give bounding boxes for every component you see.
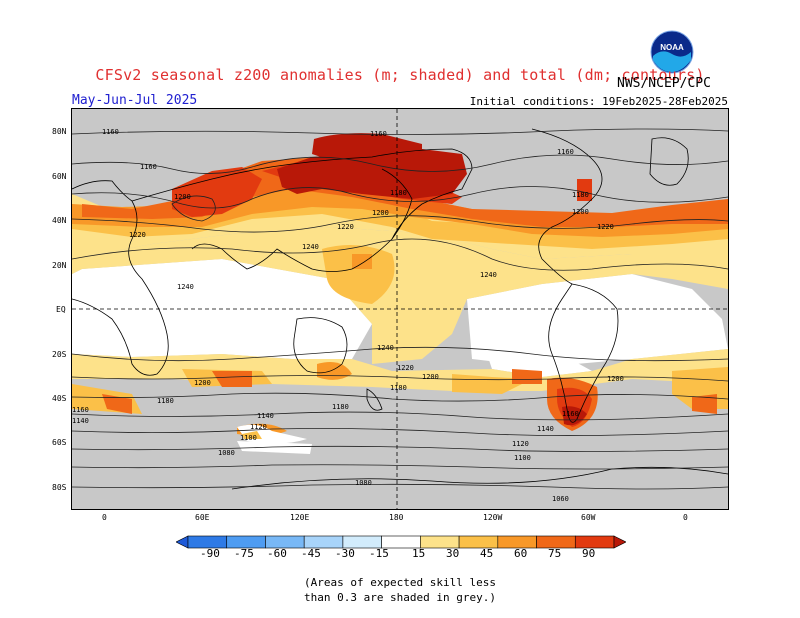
lon-label: 120W — [483, 513, 503, 522]
colorbar-label: -75 — [234, 547, 254, 560]
contour-label: 1200 — [572, 208, 589, 216]
contour-label: 1200 — [607, 375, 624, 383]
colorbar-label: 15 — [412, 547, 426, 560]
colorbar-label: -30 — [335, 547, 355, 560]
contour-label: 1180 — [332, 403, 349, 411]
contour-label: 1180 — [157, 397, 174, 405]
contour-label: 1160 — [102, 128, 119, 136]
contour-label: 1180 — [390, 384, 407, 392]
contour-label: 1100 — [240, 434, 257, 442]
colorbar-label: 90 — [582, 547, 596, 560]
contour-label: 1240 — [302, 243, 319, 251]
dark-red-band — [277, 133, 587, 426]
colorbar — [175, 534, 627, 549]
colorbar-label: -45 — [301, 547, 321, 560]
noaa-logo: NOAA — [650, 30, 694, 74]
contour-label: 1160 — [557, 148, 574, 156]
contour-label: 1140 — [537, 425, 554, 433]
lon-label: 60W — [581, 513, 596, 522]
contour-label: 1100 — [514, 454, 531, 462]
coastlines — [72, 128, 728, 490]
contour-label: 1200 — [194, 379, 211, 387]
reference-lines — [72, 109, 728, 509]
contour-labels: 1160 1160 1160 1160 1180 1180 1200 1200 … — [72, 128, 624, 503]
skill-note: (Areas of expected skill less than 0.3 a… — [0, 575, 800, 605]
colorbar-label: 30 — [446, 547, 460, 560]
contour-label: 1240 — [177, 283, 194, 291]
lat-label: 80N — [52, 127, 67, 136]
contour-label: 1220 — [337, 223, 354, 231]
contour-label: 1240 — [480, 271, 497, 279]
contour-label: 1200 — [372, 209, 389, 217]
initial-conditions-label: Initial conditions: 19Feb2025-28Feb2025 — [469, 95, 728, 108]
colorbar-labels: -90 -75 -60 -45 -30 -15 15 30 45 60 75 9… — [176, 547, 626, 561]
height-contours — [72, 128, 728, 490]
agency-label: NWS/NCEP/CPC — [617, 76, 711, 91]
neutral-southern — [237, 441, 312, 454]
noaa-logo-text: NOAA — [660, 43, 684, 52]
lon-label: 0 — [102, 513, 107, 522]
contour-label: 1080 — [355, 479, 372, 487]
contour-label: 1180 — [572, 191, 589, 199]
contour-label: 1240 — [377, 344, 394, 352]
contour-label: 1120 — [512, 440, 529, 448]
anomaly-map: 1160 1160 1160 1160 1180 1180 1200 1200 … — [71, 108, 729, 510]
colorbar-svg — [175, 535, 627, 549]
contour-label: 1140 — [72, 417, 89, 425]
contour-label: 1120 — [250, 423, 267, 431]
contour-label: 1160 — [370, 130, 387, 138]
colorbar-arrow-right — [613, 535, 627, 549]
lat-label: 20S — [52, 350, 67, 359]
lon-label: 0 — [683, 513, 688, 522]
lat-label: 80S — [52, 483, 67, 492]
contour-label: 1220 — [397, 364, 414, 372]
lat-label: 40S — [52, 394, 67, 403]
contour-label: 1200 — [422, 373, 439, 381]
lat-label: 60S — [52, 438, 67, 447]
lat-label: 40N — [52, 216, 67, 225]
lon-label: 120E — [290, 513, 310, 522]
colorbar-label: 60 — [514, 547, 528, 560]
contour-label: 1160 — [72, 406, 89, 414]
colorbar-label: -90 — [200, 547, 220, 560]
lat-label: 20N — [52, 261, 67, 270]
lon-label: 60E — [195, 513, 210, 522]
colorbar-label: 75 — [548, 547, 562, 560]
contour-label: 1080 — [218, 449, 235, 457]
contour-label: 1160 — [562, 410, 579, 418]
contour-label: 1160 — [140, 163, 157, 171]
page-title: CFSv2 seasonal z200 anomalies (m; shaded… — [95, 66, 705, 84]
contour-label: 1180 — [390, 189, 407, 197]
lat-label: 60N — [52, 172, 67, 181]
contour-label: 1060 — [552, 495, 569, 503]
lon-label: 180 — [389, 513, 404, 522]
map-canvas: 1160 1160 1160 1160 1180 1180 1200 1200 … — [72, 109, 728, 509]
colorbar-label: -15 — [369, 547, 389, 560]
contour-label: 1140 — [257, 412, 274, 420]
season-label: May-Jun-Jul 2025 — [72, 93, 198, 108]
skill-note-line2: than 0.3 are shaded in grey.) — [303, 591, 497, 604]
contour-label: 1220 — [129, 231, 146, 239]
contour-label: 1220 — [597, 223, 614, 231]
colorbar-label: -60 — [267, 547, 287, 560]
skill-note-line1: (Areas of expected skill less — [303, 576, 497, 589]
contour-label: 1200 — [174, 193, 191, 201]
blue-area — [237, 424, 307, 444]
lat-label: EQ — [56, 305, 66, 314]
colorbar-label: 45 — [480, 547, 494, 560]
